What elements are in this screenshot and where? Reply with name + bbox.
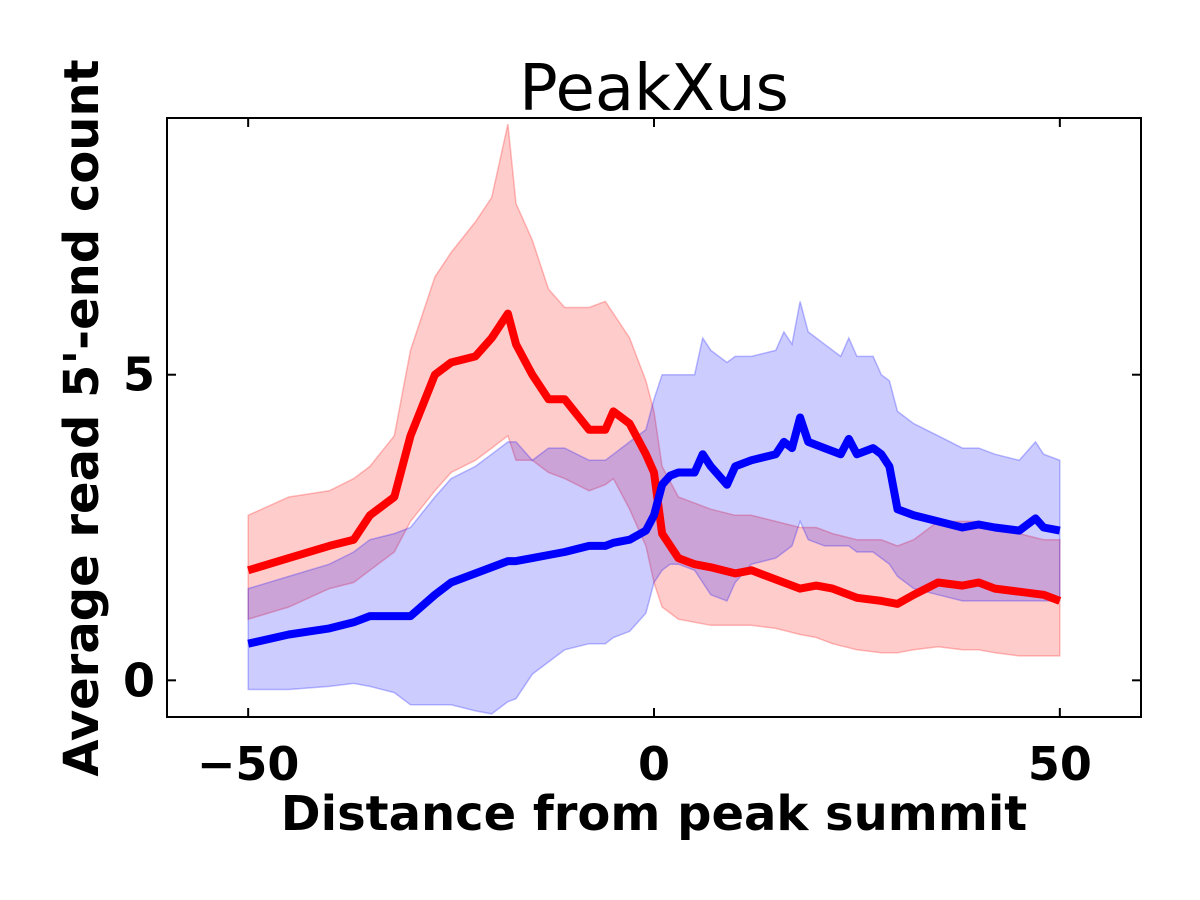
confidence-bands [247,123,1061,715]
x-tick-label: 0 [638,737,670,791]
x-axis-ticks: −50 0 50 [197,118,1092,791]
confidence-band-1 [247,123,1061,657]
x-axis-label: Distance from peak summit [281,786,1027,842]
series-lines [247,309,1062,648]
chart-title: PeakXus [519,52,789,126]
y-tick-label: 5 [123,348,155,402]
series-line-1 [247,309,1062,608]
x-tick-label: 50 [1028,737,1092,791]
y-axis-label: Average read 5'-end count [54,59,110,776]
y-tick-label: 0 [123,653,155,707]
y-axis-ticks: 05 [123,348,1141,707]
x-tick-label: −50 [197,737,300,791]
series-line-2 [247,413,1061,648]
